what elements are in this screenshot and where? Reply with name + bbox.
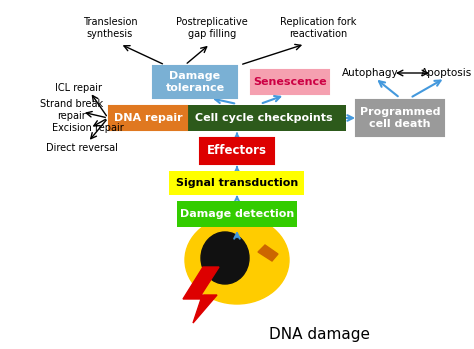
Text: Programmed
cell death: Programmed cell death: [360, 107, 440, 129]
Polygon shape: [258, 245, 278, 261]
FancyBboxPatch shape: [177, 201, 297, 227]
Text: Damage detection: Damage detection: [180, 209, 294, 219]
Text: Cell cycle checkpoints: Cell cycle checkpoints: [195, 113, 333, 123]
Text: Senescence: Senescence: [253, 77, 327, 87]
FancyBboxPatch shape: [182, 105, 346, 131]
FancyBboxPatch shape: [250, 69, 330, 95]
Text: DNA repair: DNA repair: [114, 113, 182, 123]
Text: Effectors: Effectors: [207, 144, 267, 157]
Text: DNA damage: DNA damage: [270, 327, 371, 342]
Text: Postreplicative
gap filling: Postreplicative gap filling: [176, 17, 248, 39]
Text: Apoptosis: Apoptosis: [421, 68, 473, 78]
Text: Signal transduction: Signal transduction: [176, 178, 298, 188]
FancyBboxPatch shape: [199, 137, 275, 165]
Text: Strand break
repair: Strand break repair: [40, 99, 103, 121]
FancyBboxPatch shape: [152, 65, 238, 99]
FancyBboxPatch shape: [355, 99, 445, 137]
Text: Autophagy: Autophagy: [342, 68, 398, 78]
Text: Replication fork
reactivation: Replication fork reactivation: [280, 17, 356, 39]
Ellipse shape: [201, 232, 249, 284]
Text: Excision repair: Excision repair: [52, 123, 124, 133]
Text: Translesion
synthesis: Translesion synthesis: [82, 17, 137, 39]
FancyBboxPatch shape: [108, 105, 188, 131]
Polygon shape: [183, 267, 219, 323]
Ellipse shape: [185, 216, 289, 304]
Text: Damage
tolerance: Damage tolerance: [165, 71, 225, 93]
Text: Direct reversal: Direct reversal: [46, 143, 118, 153]
FancyBboxPatch shape: [170, 171, 304, 195]
Text: ICL repair: ICL repair: [55, 83, 102, 93]
